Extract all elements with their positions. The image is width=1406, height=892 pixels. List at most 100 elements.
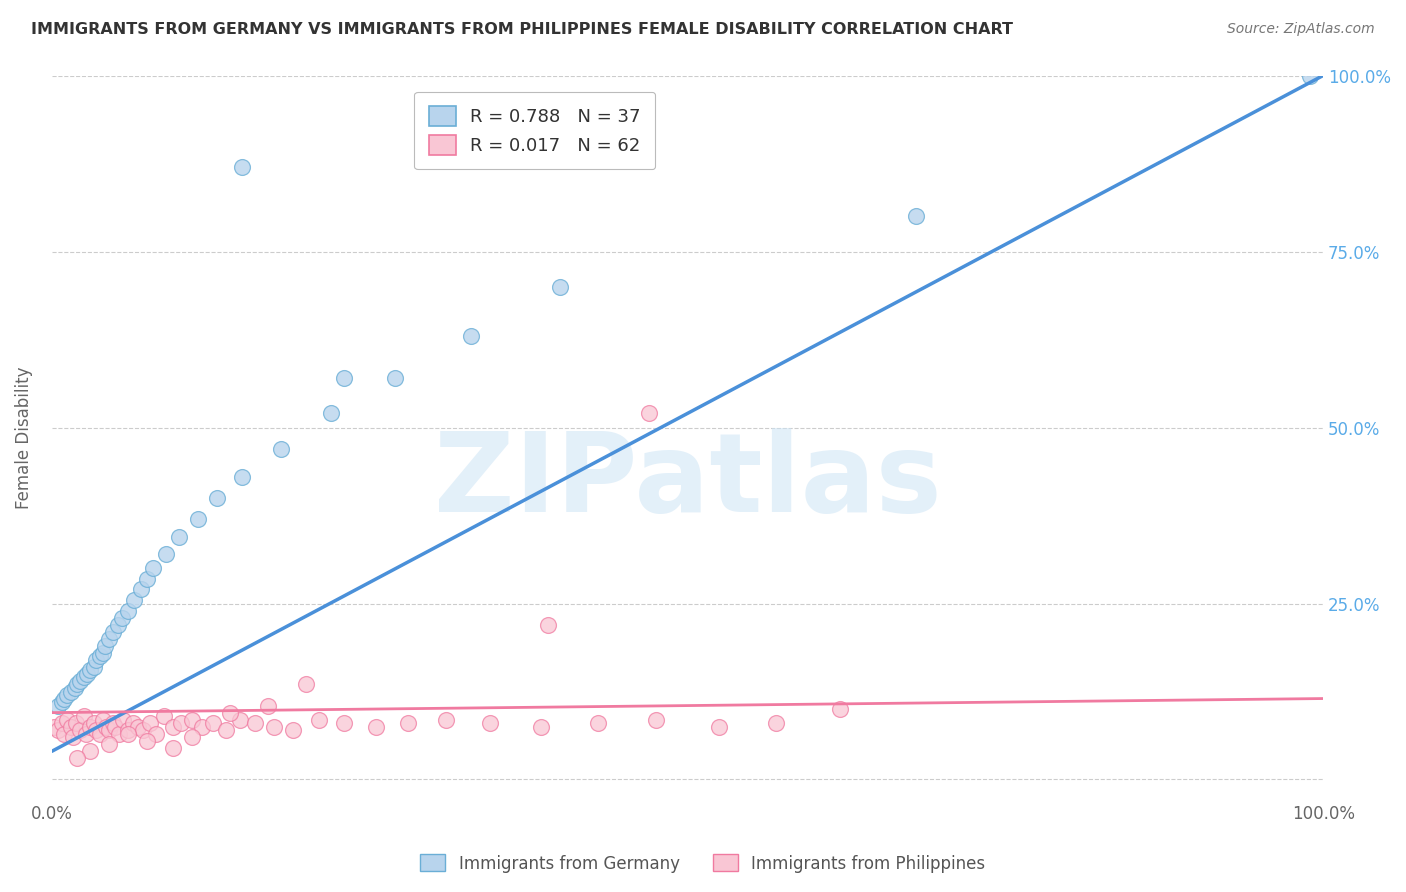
- Point: [167, 530, 190, 544]
- Point: [117, 727, 139, 741]
- Point: [180, 731, 202, 745]
- Point: [1299, 69, 1322, 83]
- Point: [136, 572, 159, 586]
- Point: [91, 713, 114, 727]
- Point: [53, 691, 76, 706]
- Legend: Immigrants from Germany, Immigrants from Philippines: Immigrants from Germany, Immigrants from…: [413, 847, 993, 880]
- Point: [129, 582, 152, 597]
- Point: [79, 664, 101, 678]
- Point: [111, 610, 134, 624]
- Point: [46, 723, 69, 738]
- Point: [59, 720, 82, 734]
- Point: [180, 713, 202, 727]
- Point: [155, 547, 177, 561]
- Point: [117, 723, 139, 738]
- Point: [231, 470, 253, 484]
- Point: [65, 716, 87, 731]
- Point: [142, 561, 165, 575]
- Y-axis label: Female Disability: Female Disability: [15, 367, 32, 509]
- Point: [231, 160, 253, 174]
- Point: [709, 720, 731, 734]
- Point: [117, 603, 139, 617]
- Point: [638, 406, 661, 420]
- Text: ZIPatlas: ZIPatlas: [433, 428, 942, 535]
- Point: [69, 673, 91, 688]
- Point: [72, 670, 94, 684]
- Point: [79, 744, 101, 758]
- Point: [152, 709, 174, 723]
- Point: [122, 716, 145, 731]
- Point: [550, 279, 572, 293]
- Point: [101, 624, 124, 639]
- Point: [53, 727, 76, 741]
- Point: [56, 713, 79, 727]
- Text: IMMIGRANTS FROM GERMANY VS IMMIGRANTS FROM PHILIPPINES FEMALE DISABILITY CORRELA: IMMIGRANTS FROM GERMANY VS IMMIGRANTS FR…: [31, 22, 1012, 37]
- Point: [111, 713, 134, 727]
- Point: [66, 677, 89, 691]
- Point: [69, 723, 91, 738]
- Point: [333, 371, 356, 385]
- Point: [162, 740, 184, 755]
- Point: [79, 720, 101, 734]
- Point: [83, 716, 105, 731]
- Point: [44, 720, 66, 734]
- Point: [145, 727, 167, 741]
- Point: [108, 727, 131, 741]
- Point: [828, 702, 851, 716]
- Point: [51, 716, 73, 731]
- Point: [83, 660, 105, 674]
- Point: [384, 371, 406, 385]
- Point: [215, 723, 238, 738]
- Point: [191, 720, 214, 734]
- Point: [434, 713, 457, 727]
- Text: Source: ZipAtlas.com: Source: ZipAtlas.com: [1227, 22, 1375, 37]
- Point: [56, 688, 79, 702]
- Point: [136, 733, 159, 747]
- Point: [132, 723, 155, 738]
- Point: [905, 210, 928, 224]
- Point: [765, 716, 787, 731]
- Point: [202, 716, 225, 731]
- Point: [530, 720, 553, 734]
- Point: [89, 649, 111, 664]
- Point: [75, 727, 97, 741]
- Point: [51, 695, 73, 709]
- Point: [644, 713, 666, 727]
- Point: [97, 723, 120, 738]
- Point: [89, 727, 111, 741]
- Point: [124, 593, 146, 607]
- Point: [59, 684, 82, 698]
- Point: [263, 720, 285, 734]
- Point: [97, 632, 120, 646]
- Point: [479, 716, 502, 731]
- Point: [46, 698, 69, 713]
- Point: [96, 720, 118, 734]
- Point: [84, 653, 107, 667]
- Point: [243, 716, 266, 731]
- Point: [94, 639, 117, 653]
- Point: [84, 723, 107, 738]
- Point: [104, 720, 127, 734]
- Point: [76, 666, 98, 681]
- Point: [72, 709, 94, 723]
- Point: [283, 723, 305, 738]
- Point: [101, 716, 124, 731]
- Point: [91, 646, 114, 660]
- Point: [396, 716, 419, 731]
- Point: [63, 681, 86, 695]
- Point: [205, 491, 228, 505]
- Point: [229, 713, 252, 727]
- Point: [107, 617, 129, 632]
- Point: [187, 512, 209, 526]
- Point: [62, 731, 84, 745]
- Point: [588, 716, 610, 731]
- Point: [321, 406, 343, 420]
- Legend: R = 0.788   N = 37, R = 0.017   N = 62: R = 0.788 N = 37, R = 0.017 N = 62: [415, 92, 655, 169]
- Point: [170, 716, 193, 731]
- Point: [97, 737, 120, 751]
- Point: [218, 706, 240, 720]
- Point: [270, 442, 292, 456]
- Point: [364, 720, 387, 734]
- Point: [257, 698, 280, 713]
- Point: [536, 617, 558, 632]
